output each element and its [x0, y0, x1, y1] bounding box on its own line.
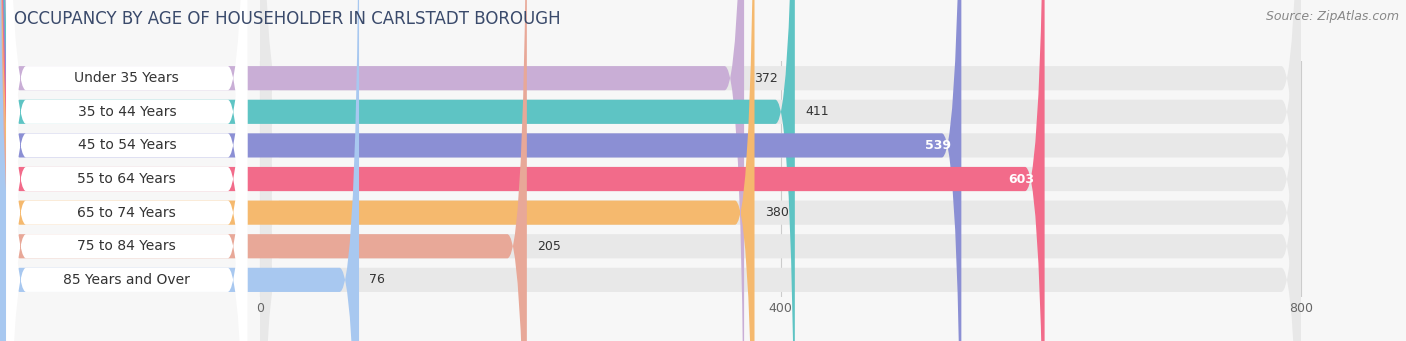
FancyBboxPatch shape [7, 0, 247, 341]
Text: 539: 539 [925, 139, 950, 152]
FancyBboxPatch shape [0, 0, 755, 341]
Text: 45 to 54 Years: 45 to 54 Years [77, 138, 176, 152]
FancyBboxPatch shape [7, 0, 247, 341]
Text: 75 to 84 Years: 75 to 84 Years [77, 239, 176, 253]
Text: 85 Years and Over: 85 Years and Over [63, 273, 190, 287]
Text: 35 to 44 Years: 35 to 44 Years [77, 105, 176, 119]
FancyBboxPatch shape [260, 0, 1301, 341]
FancyBboxPatch shape [260, 0, 1301, 341]
FancyBboxPatch shape [7, 0, 247, 341]
Text: Under 35 Years: Under 35 Years [75, 71, 179, 85]
FancyBboxPatch shape [7, 0, 247, 341]
FancyBboxPatch shape [0, 0, 1045, 341]
Text: 411: 411 [806, 105, 830, 118]
Text: 603: 603 [1008, 173, 1035, 186]
Text: 205: 205 [537, 240, 561, 253]
FancyBboxPatch shape [0, 0, 744, 341]
Text: 76: 76 [370, 273, 385, 286]
Text: Source: ZipAtlas.com: Source: ZipAtlas.com [1265, 10, 1399, 23]
FancyBboxPatch shape [0, 0, 359, 341]
FancyBboxPatch shape [0, 0, 794, 341]
FancyBboxPatch shape [260, 0, 1301, 341]
FancyBboxPatch shape [260, 0, 1301, 341]
Text: 380: 380 [765, 206, 789, 219]
FancyBboxPatch shape [260, 0, 1301, 341]
Text: 65 to 74 Years: 65 to 74 Years [77, 206, 176, 220]
FancyBboxPatch shape [7, 0, 247, 341]
FancyBboxPatch shape [260, 0, 1301, 341]
FancyBboxPatch shape [0, 0, 962, 341]
Text: OCCUPANCY BY AGE OF HOUSEHOLDER IN CARLSTADT BOROUGH: OCCUPANCY BY AGE OF HOUSEHOLDER IN CARLS… [14, 10, 561, 28]
Text: 55 to 64 Years: 55 to 64 Years [77, 172, 176, 186]
FancyBboxPatch shape [0, 0, 527, 341]
Text: 372: 372 [755, 72, 779, 85]
FancyBboxPatch shape [7, 0, 247, 341]
FancyBboxPatch shape [7, 0, 247, 341]
FancyBboxPatch shape [260, 0, 1301, 341]
